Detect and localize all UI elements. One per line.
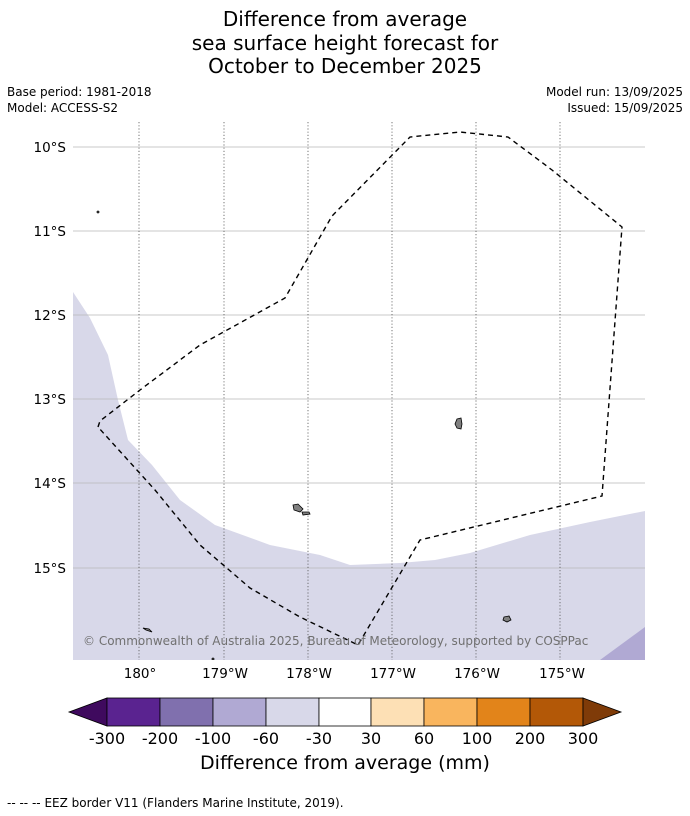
- colorbar-tick: 100: [462, 729, 493, 748]
- island-south-central: [292, 503, 304, 513]
- eez-legend-symbol: -- -- --: [7, 796, 41, 810]
- island-southeast: [502, 615, 512, 623]
- colorbar-tick: -100: [195, 729, 231, 748]
- lat-label: 10°S: [34, 140, 67, 156]
- lon-label: 178°W: [286, 666, 332, 682]
- lat-labels: 10°S 11°S 12°S 13°S 14°S 15°S: [34, 140, 67, 577]
- eez-border: [97, 131, 623, 646]
- colorbar-tick: -300: [89, 729, 125, 748]
- issued-date: Issued: 15/09/2025: [567, 101, 683, 115]
- colorbar-segment: [159, 697, 214, 727]
- islands: [96, 210, 512, 660]
- title-line-1: Difference from average: [222, 7, 468, 31]
- colorbar-segment: [212, 697, 267, 727]
- colorbar-tick: 60: [414, 729, 434, 748]
- colorbar-segment: [370, 697, 425, 727]
- colorbar-title: Difference from average (mm): [200, 752, 490, 774]
- map-title: Difference from average sea surface heig…: [0, 7, 690, 79]
- base-period: Base period: 1981-2018: [7, 85, 152, 99]
- islet-northwest: [96, 210, 100, 214]
- lon-label: 176°W: [454, 666, 500, 682]
- lon-label: 179°W: [202, 666, 248, 682]
- lat-label: 15°S: [34, 561, 67, 577]
- colorbar-tick: 200: [515, 729, 546, 748]
- footer-legend: -- -- -- EEZ border V11 (Flanders Marine…: [7, 796, 344, 810]
- island-south-central-2: [301, 511, 311, 516]
- islet-south: [211, 657, 215, 660]
- eez-legend-text: EEZ border V11 (Flanders Marine Institut…: [44, 796, 344, 810]
- island-east: [454, 417, 463, 430]
- colorbar-extend-low: [67, 697, 108, 727]
- colorbar-segment: [106, 697, 161, 727]
- model-name: Model: ACCESS-S2: [7, 101, 119, 115]
- meta-right: Model run: 13/09/2025 Issued: 15/09/2025: [546, 84, 683, 116]
- colorbar-segment: [318, 697, 372, 727]
- colorbar-tick: -60: [253, 729, 279, 748]
- lat-label: 12°S: [34, 308, 67, 324]
- attribution: © Commonwealth of Australia 2025, Bureau…: [83, 634, 588, 648]
- colorbar-extend-high: [582, 697, 623, 727]
- lon-label: 175°W: [539, 666, 585, 682]
- title-line-3: October to December 2025: [208, 54, 482, 78]
- island-southwest: [142, 627, 153, 633]
- title-line-2: sea surface height forecast for: [191, 30, 499, 55]
- lon-label: 177°W: [370, 666, 416, 682]
- map-panel: [73, 122, 645, 660]
- lat-label: 14°S: [34, 476, 67, 492]
- colorbar-segment: [423, 697, 478, 727]
- lon-label: 180°: [124, 666, 157, 682]
- colorbar-segment: [265, 697, 320, 727]
- model-run: Model run: 13/09/2025: [545, 85, 683, 99]
- colorbar-tick: 30: [361, 729, 381, 748]
- lat-gridlines: [73, 146, 645, 569]
- colorbar-tick: -200: [142, 729, 178, 748]
- colorbar-segment: [529, 697, 584, 727]
- colorbar-segment: [476, 697, 531, 727]
- lat-label: 13°S: [34, 392, 67, 408]
- colorbar-ticks: -300 -200 -100 -60 -30 30 60 100 200 300: [89, 729, 598, 748]
- lon-labels: 180° 179°W 178°W 177°W 176°W 175°W: [124, 666, 585, 682]
- anomaly-region-medium: [600, 627, 645, 660]
- colorbar-tick: 300: [568, 729, 599, 748]
- colorbar: [67, 697, 623, 727]
- meta-left: Base period: 1981-2018 Model: ACCESS-S2: [7, 84, 152, 116]
- lat-label: 11°S: [34, 224, 67, 240]
- colorbar-tick: -30: [306, 729, 332, 748]
